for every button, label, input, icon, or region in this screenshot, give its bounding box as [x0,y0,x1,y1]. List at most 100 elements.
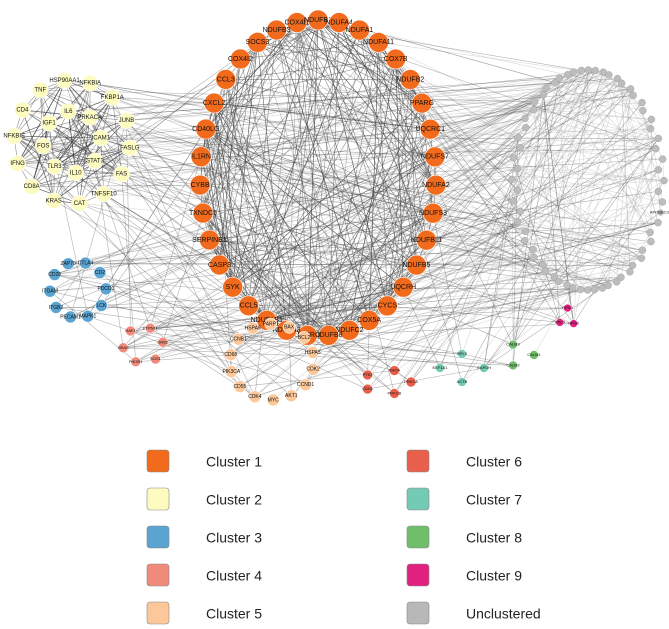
edge [517,88,547,191]
edge [257,42,404,288]
edge [240,58,308,336]
edge [70,120,127,318]
node [246,321,259,335]
edge [14,135,256,397]
edge [248,29,360,306]
edge [257,42,396,60]
node [522,123,530,132]
edge [90,82,435,158]
node [654,218,662,227]
edge [542,83,622,265]
edge [200,79,227,157]
node-label: PRKACA [77,115,102,121]
node-label: FOS [37,144,49,150]
node [307,9,329,31]
edge [394,78,618,394]
edge [313,240,525,370]
edge [232,19,319,288]
edge [64,80,368,376]
node [646,124,655,133]
node [542,84,550,92]
edge [621,83,659,223]
edge [296,22,395,394]
edge [225,79,272,325]
edge [56,307,568,309]
node-label: UQCRH [390,284,416,291]
node [539,260,547,269]
edge [394,70,596,394]
edge [254,179,513,397]
edge [257,42,287,331]
edge [209,239,308,336]
edge [100,137,588,291]
legend-swatch [146,563,170,587]
edge [202,42,258,214]
node [617,79,626,87]
edge [48,122,122,175]
edge [248,22,340,306]
edge [31,80,65,187]
node-label: COX4I2 [228,56,253,63]
edge [219,156,436,266]
edge [517,180,665,191]
edge [232,156,436,288]
edge [483,287,603,369]
node-label: NDUFB3 [263,27,291,34]
node [550,273,559,281]
edge [54,97,113,167]
node [584,66,593,74]
legend-label: Unclustered [466,606,541,622]
edge [266,127,527,321]
node [590,285,599,294]
edge [559,78,568,286]
edge [213,19,319,104]
node-label: RAF1 [125,328,136,333]
node-label: CD4 [16,107,29,113]
edge [55,118,526,308]
node [660,176,668,185]
node [639,106,647,115]
edge [257,42,350,331]
edge [135,212,434,363]
edge [49,232,651,292]
edge [520,211,642,259]
edge [349,265,633,331]
edge [483,128,651,369]
node [479,363,489,373]
node [286,12,308,33]
edge [123,74,569,348]
edge [112,97,122,175]
edge [594,148,657,290]
node [306,346,319,359]
node-label: FASLG [120,145,140,151]
edge [461,78,560,355]
legend-swatch [406,563,430,587]
edge [135,240,525,363]
edge [103,118,526,195]
edge [68,110,630,273]
edge [254,277,622,397]
node [192,202,214,224]
edge [554,257,642,278]
edge [112,97,568,286]
edge [17,97,113,164]
node [49,301,63,314]
edge [54,166,122,175]
edge [205,128,417,266]
node [577,66,586,75]
edge [64,80,151,329]
edge [70,101,535,318]
node [521,114,529,123]
edge [202,184,436,214]
edge [378,42,388,306]
node-label: NDUFC2 [335,327,363,334]
edge [238,338,306,386]
node [555,74,564,82]
edge [328,22,340,336]
edge [230,70,596,355]
legend-swatch [406,487,430,511]
edge [135,77,560,363]
node [92,129,110,147]
legend-label: Cluster 3 [206,530,262,546]
edge [225,79,518,222]
